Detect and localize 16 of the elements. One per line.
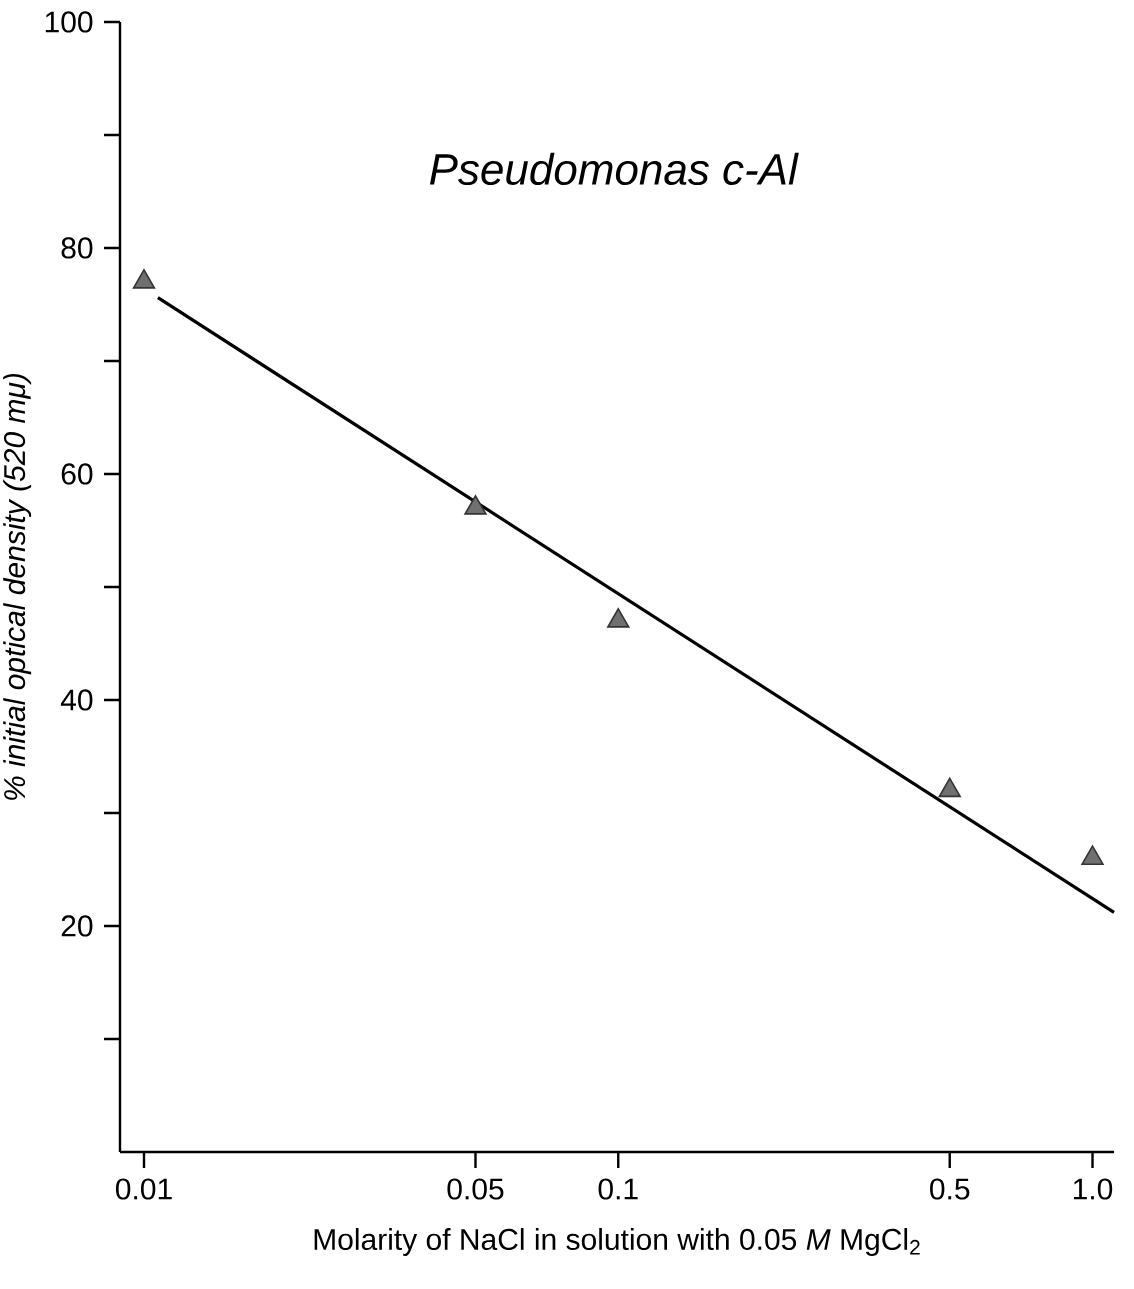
x-axis-title: Molarity of NaCl in solution with 0.05 M MgCl$_{2}$	[314, 1228, 920, 1256]
point	[1081, 845, 1104, 865]
y-tick-label: 60	[61, 463, 93, 485]
y-tick-label: 100	[45, 11, 93, 33]
annotation: Pseudomonas c-Al	[429, 152, 799, 186]
y-axis-title: % initial optical density (520 mμ)	[3, 373, 32, 800]
x-tick-label: 1.0	[1073, 1178, 1113, 1200]
x-tick-label: 0.1	[598, 1178, 638, 1200]
point	[607, 608, 630, 628]
y-tick-label: 80	[61, 237, 93, 259]
y-tick-label: 40	[60, 689, 93, 711]
x-tick-label: 0.01	[115, 1178, 172, 1200]
point	[132, 269, 156, 289]
y-tick-label: 20	[61, 915, 93, 937]
x-tick-label: 0.5	[930, 1178, 970, 1200]
x-tick-label: 0.05	[447, 1178, 504, 1200]
